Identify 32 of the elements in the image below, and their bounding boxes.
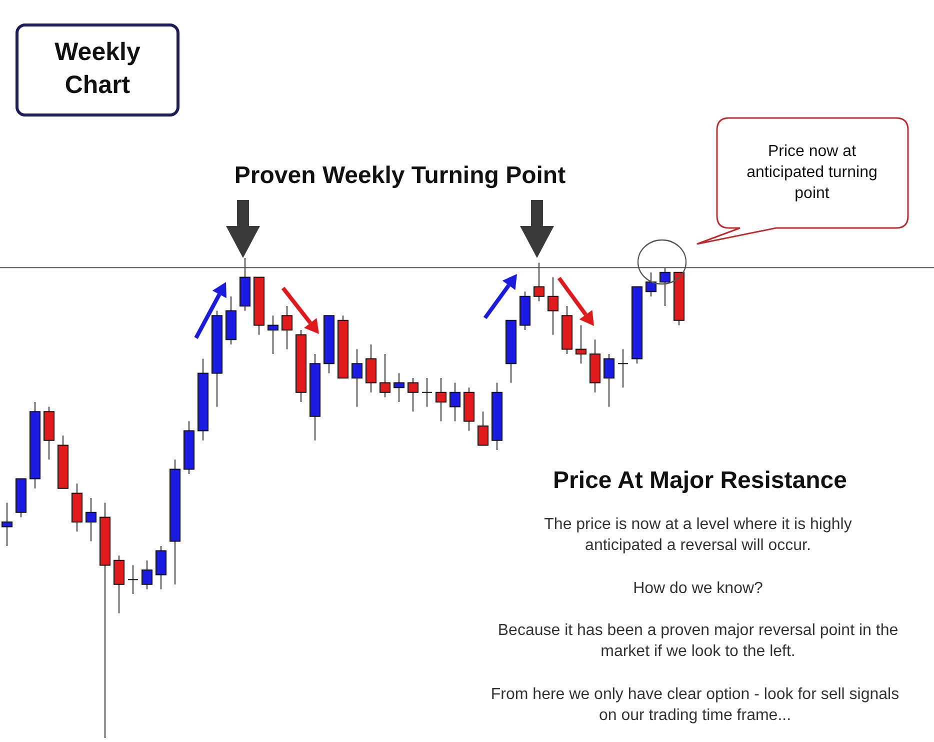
candlestick	[576, 324, 586, 364]
text: Proven Weekly Turning Point	[233, 162, 567, 190]
annotation: Because it has been a proven major reversal point in the market if we look to the left.	[496, 621, 900, 662]
candlestick	[660, 267, 670, 306]
candlestick	[268, 315, 278, 354]
candlestick	[156, 546, 166, 590]
candlestick	[646, 272, 656, 297]
annotation: Price At Major Resistance	[552, 467, 848, 495]
candlestick	[478, 411, 488, 446]
candlestick	[114, 555, 124, 614]
chart-title: Weekly Chart	[54, 37, 142, 101]
text: Price now at anticipated turning point	[746, 142, 878, 204]
candlestick	[380, 354, 390, 398]
candlestick	[86, 498, 96, 542]
annotation: The price is now at a level where it is highly anticipated a reversal will occur.	[543, 515, 853, 556]
candlestick	[548, 276, 558, 336]
annotation: How do we know?	[632, 579, 764, 599]
candlestick	[2, 502, 12, 546]
candlestick	[352, 348, 362, 408]
candlestick	[394, 372, 404, 402]
candlestick	[128, 564, 138, 594]
candlestick	[618, 348, 628, 388]
candlestick	[142, 560, 152, 590]
candlestick	[366, 344, 376, 393]
candlestick	[436, 378, 446, 422]
candlestick	[408, 378, 418, 412]
candlestick	[422, 378, 432, 408]
candlestick	[282, 306, 292, 350]
candlestick	[534, 262, 544, 302]
annotation: From here we only have clear option - look for sell signals on our trading time frame...	[490, 685, 900, 726]
candlestick	[450, 382, 460, 422]
candlestick	[604, 354, 614, 408]
